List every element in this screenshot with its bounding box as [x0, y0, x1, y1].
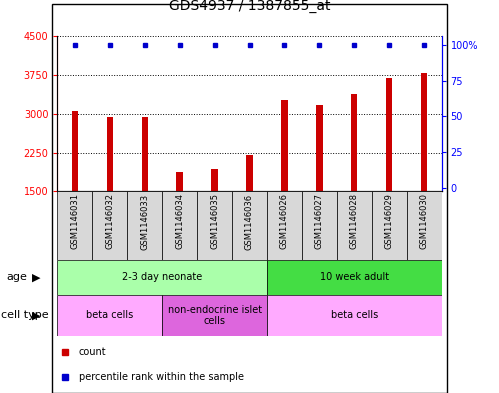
Text: GDS4937 / 1387855_at: GDS4937 / 1387855_at — [169, 0, 330, 13]
Text: GSM1146027: GSM1146027 — [315, 193, 324, 250]
Bar — [107, 118, 113, 191]
Text: ▶: ▶ — [32, 310, 41, 320]
Text: GSM1146030: GSM1146030 — [420, 193, 429, 250]
Bar — [162, 295, 267, 336]
Text: GSM1146035: GSM1146035 — [210, 193, 219, 250]
Bar — [267, 260, 442, 295]
Text: 10 week adult: 10 week adult — [320, 272, 389, 283]
Bar — [232, 191, 267, 260]
Bar — [337, 191, 372, 260]
Text: 2-3 day neonate: 2-3 day neonate — [122, 272, 202, 283]
Bar — [267, 295, 442, 336]
Text: GSM1146034: GSM1146034 — [175, 193, 184, 250]
Bar — [92, 191, 127, 260]
Text: GSM1146032: GSM1146032 — [105, 193, 114, 250]
Bar — [127, 191, 162, 260]
Bar — [421, 73, 427, 191]
Text: beta cells: beta cells — [331, 310, 378, 320]
Text: percentile rank within the sample: percentile rank within the sample — [78, 372, 244, 382]
Bar — [162, 191, 197, 260]
Text: beta cells: beta cells — [86, 310, 133, 320]
Text: age: age — [6, 272, 27, 283]
Text: count: count — [78, 347, 106, 357]
Text: GSM1146031: GSM1146031 — [70, 193, 79, 250]
Bar — [197, 191, 232, 260]
Bar — [407, 191, 442, 260]
Bar — [72, 111, 78, 191]
Text: ▶: ▶ — [32, 272, 41, 283]
Bar — [177, 172, 183, 191]
Bar — [142, 118, 148, 191]
Bar — [247, 155, 252, 191]
Bar — [57, 191, 92, 260]
Bar — [386, 77, 392, 191]
Bar — [212, 169, 218, 191]
Text: GSM1146033: GSM1146033 — [140, 193, 149, 250]
Text: GSM1146028: GSM1146028 — [350, 193, 359, 250]
Bar — [281, 100, 287, 191]
Text: GSM1146029: GSM1146029 — [385, 193, 394, 249]
Bar — [302, 191, 337, 260]
Text: GSM1146026: GSM1146026 — [280, 193, 289, 250]
Bar — [57, 295, 162, 336]
Text: non-endocrine islet
cells: non-endocrine islet cells — [168, 305, 261, 326]
Bar — [52, 4, 447, 393]
Bar — [267, 191, 302, 260]
Text: GSM1146036: GSM1146036 — [245, 193, 254, 250]
Text: cell type: cell type — [1, 310, 49, 320]
Bar — [316, 105, 322, 191]
Bar — [57, 260, 267, 295]
Bar — [372, 191, 407, 260]
Bar — [351, 94, 357, 191]
